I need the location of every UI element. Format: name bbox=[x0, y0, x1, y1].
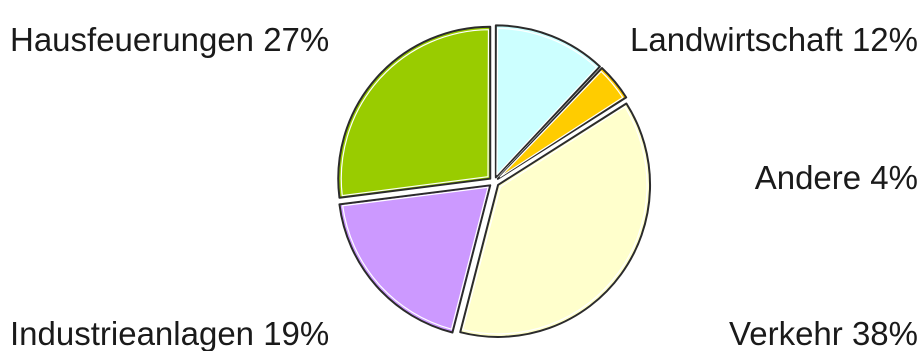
pie-slice-highlight-landwirtschaft bbox=[496, 27, 598, 176]
label-hausfeuerungen: Hausfeuerungen 27% bbox=[10, 21, 329, 58]
pie-slice-highlight-hausfeuerungen bbox=[340, 29, 490, 197]
pie-slice-landwirtschaft bbox=[494, 24, 601, 179]
pie-slice-highlight-andere bbox=[499, 70, 624, 178]
pie-slice-highlight-industrieanlagen bbox=[342, 186, 489, 330]
pie-slice-andere bbox=[496, 67, 628, 180]
label-andere: Andere 4% bbox=[755, 159, 918, 196]
label-verkehr: Verkehr 38% bbox=[729, 315, 918, 351]
pie-slice-verkehr bbox=[459, 102, 651, 338]
label-landwirtschaft: Landwirtschaft 12% bbox=[630, 21, 918, 58]
pie-slice-highlight-verkehr bbox=[462, 106, 648, 335]
pie-slices bbox=[337, 24, 651, 338]
pie-slice-hausfeuerungen bbox=[337, 25, 492, 199]
label-industrieanlagen: Industrieanlagen 19% bbox=[10, 315, 329, 351]
pie-slice-industrieanlagen bbox=[338, 184, 492, 334]
